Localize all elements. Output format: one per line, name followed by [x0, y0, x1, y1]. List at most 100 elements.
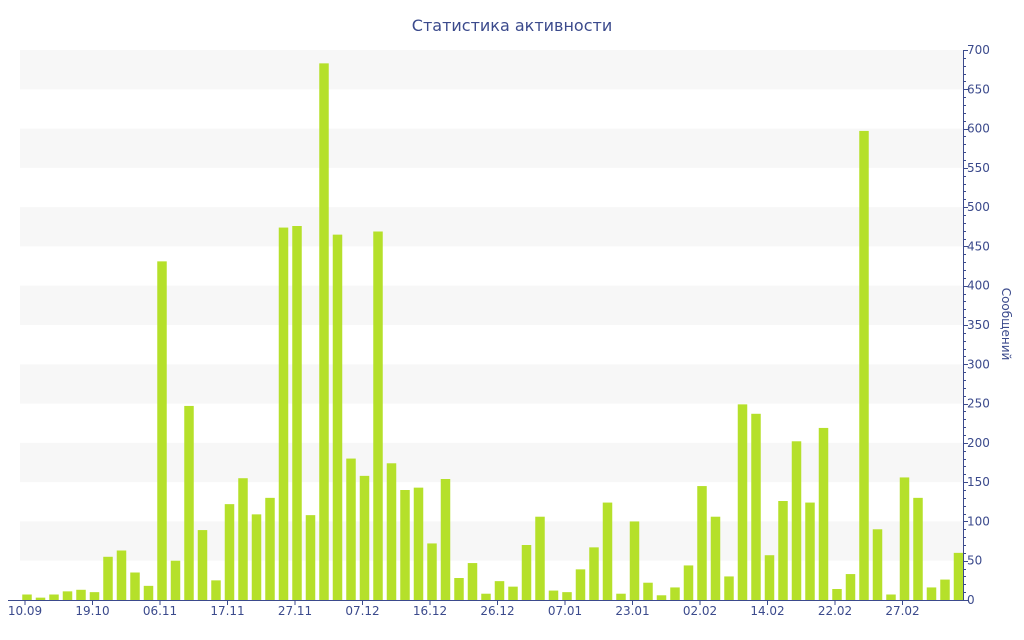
- bar: [265, 497, 275, 600]
- bar: [224, 504, 235, 600]
- x-tick-label: 19.10: [75, 604, 109, 618]
- background-band: [20, 442, 963, 483]
- bar: [805, 502, 815, 600]
- bar: [332, 234, 343, 600]
- bar: [548, 590, 559, 600]
- bar: [859, 130, 869, 600]
- x-tick-label: 23.01: [615, 604, 649, 618]
- y-tick-label: 500: [967, 200, 990, 214]
- bar: [400, 490, 410, 600]
- bar: [305, 515, 316, 600]
- bar: [832, 589, 842, 600]
- bar: [913, 497, 923, 600]
- bar: [940, 579, 950, 600]
- bar: [791, 441, 802, 600]
- bar: [778, 501, 788, 600]
- background-band: [20, 50, 963, 90]
- background-band: [20, 285, 963, 325]
- background-band: [20, 128, 963, 168]
- bar: [35, 597, 46, 600]
- bar: [508, 586, 518, 600]
- bar: [737, 404, 748, 600]
- background-bands: [20, 50, 963, 561]
- y-tick-label: 650: [967, 82, 990, 96]
- bar: [562, 592, 572, 600]
- bar: [427, 543, 437, 600]
- bar: [251, 514, 262, 600]
- bar: [440, 479, 451, 600]
- bar: [602, 502, 613, 600]
- bar: [616, 593, 626, 600]
- bar: [656, 595, 667, 600]
- y-tick-label: 0: [967, 593, 975, 607]
- bar: [629, 521, 640, 600]
- bar: [710, 516, 721, 600]
- bar: [103, 556, 113, 600]
- bar: [170, 560, 181, 600]
- bar: [751, 413, 761, 600]
- bar: [953, 552, 964, 600]
- bar: [589, 547, 599, 600]
- bar: [143, 585, 154, 600]
- x-tick-label: 07.12: [345, 604, 379, 618]
- x-tick-label: 16.12: [413, 604, 447, 618]
- x-tick-label: 07.01: [548, 604, 582, 618]
- y-tick-label: 600: [967, 122, 990, 136]
- bar: [346, 458, 356, 600]
- bar: [643, 582, 653, 600]
- bar: [22, 594, 32, 600]
- bar: [49, 594, 59, 600]
- x-tick-label: 22.02: [818, 604, 852, 618]
- y-tick-label: 350: [967, 318, 990, 332]
- bar: [211, 580, 221, 600]
- bar: [197, 530, 208, 600]
- x-tick-label: 26.12: [480, 604, 514, 618]
- bar: [238, 478, 248, 600]
- x-tick-label: 10.09: [8, 604, 42, 618]
- bar: [535, 516, 545, 600]
- y-tick-label: 50: [967, 554, 982, 568]
- y-tick-label: 450: [967, 239, 990, 253]
- x-tick-label: 14.02: [750, 604, 784, 618]
- y-tick-label: 250: [967, 397, 990, 411]
- bar: [130, 572, 140, 600]
- bar: [413, 487, 424, 600]
- y-tick-label: 550: [967, 161, 990, 175]
- bar: [886, 594, 896, 600]
- bar: [670, 587, 680, 600]
- bar: [116, 550, 127, 600]
- bar: [697, 486, 707, 600]
- bar: [62, 591, 73, 600]
- background-band: [20, 364, 963, 404]
- x-tick-label: 17.11: [210, 604, 244, 618]
- y-tick-label: 200: [967, 436, 990, 450]
- bar: [292, 226, 302, 600]
- x-tick-label: 27.02: [885, 604, 919, 618]
- x-tick-label: 27.11: [278, 604, 312, 618]
- bar: [76, 589, 86, 600]
- x-tick-label: 02.02: [683, 604, 717, 618]
- y-axis-label: Сообщений: [999, 288, 1013, 361]
- bar: [184, 405, 194, 600]
- bar: [386, 463, 397, 600]
- bar: [575, 569, 586, 600]
- bar: [278, 227, 289, 600]
- bar: [926, 587, 937, 600]
- bar: [818, 427, 829, 600]
- bar: [454, 578, 464, 600]
- bar: [683, 565, 694, 600]
- bar: [373, 231, 383, 600]
- y-tick-label: 400: [967, 279, 990, 293]
- bars-series: [22, 63, 964, 601]
- bar: [359, 475, 370, 600]
- bar: [494, 581, 505, 600]
- bar: [467, 563, 478, 600]
- bar: [157, 261, 167, 600]
- x-tick-label: 06.11: [143, 604, 177, 618]
- bar: [319, 63, 329, 601]
- y-tick-label: 700: [967, 43, 990, 57]
- bar: [521, 545, 532, 600]
- y-tick-label: 150: [967, 475, 990, 489]
